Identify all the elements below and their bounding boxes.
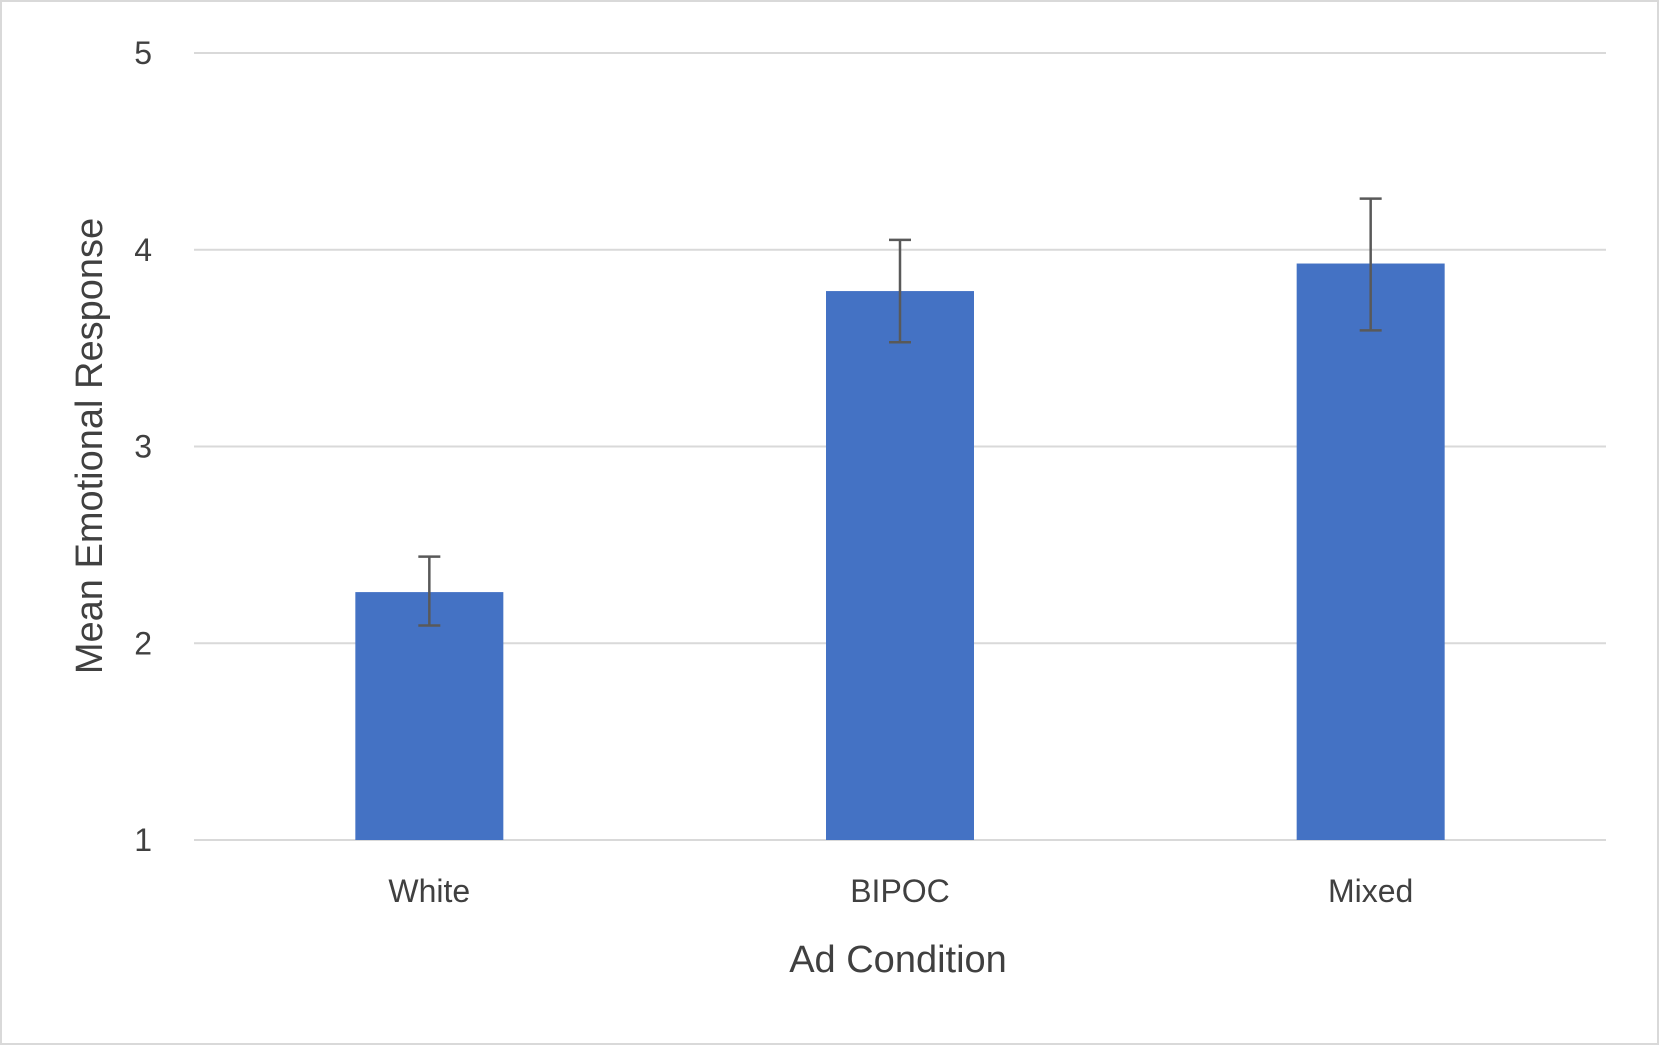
x-tick-label-mixed: Mixed [1328, 873, 1413, 909]
y-tick-labels: 1 2 3 4 5 [134, 35, 152, 858]
bar-white [355, 592, 504, 840]
error-bar-bipoc [889, 238, 911, 344]
y-axis-title: Mean Emotional Response [69, 218, 111, 674]
x-tick-label-bipoc: BIPOC [850, 873, 950, 909]
y-tick-label: 2 [134, 625, 152, 661]
error-bar-white [418, 555, 441, 627]
error-bars [418, 197, 1382, 627]
x-tick-label-white: White [388, 873, 470, 909]
x-tick-labels: White BIPOC Mixed [388, 873, 1413, 909]
y-tick-label: 5 [134, 35, 152, 71]
y-tick-label: 3 [134, 429, 152, 465]
bars [355, 263, 1445, 841]
y-tick-label: 4 [134, 232, 152, 268]
error-bar-mixed [1359, 197, 1382, 332]
y-tick-label: 1 [134, 822, 152, 858]
bar-mixed [1296, 263, 1445, 841]
x-axis-title: Ad Condition [789, 939, 1007, 981]
bar-bipoc [826, 291, 974, 840]
